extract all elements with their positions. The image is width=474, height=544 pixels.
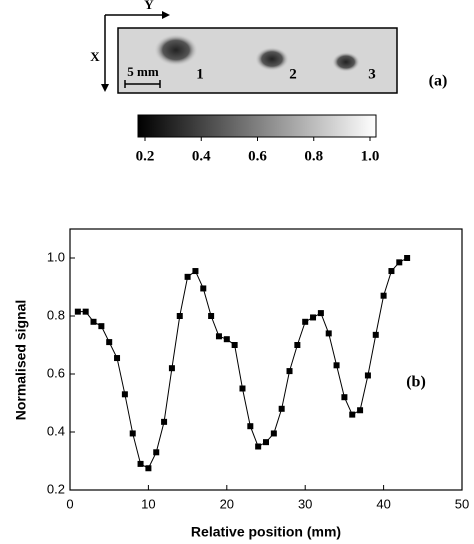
marker-label: 2: [289, 66, 297, 82]
y-tick-label: 1.0: [47, 249, 65, 264]
x-tick-label: 0: [66, 496, 73, 511]
x-tick-label: 50: [455, 496, 469, 511]
data-point: [317, 310, 324, 317]
marker-label: 1: [196, 66, 204, 82]
data-point: [121, 391, 128, 398]
colorbar-tick-label: 1.0: [361, 148, 380, 164]
x-tick-label: 10: [141, 496, 155, 511]
y-tick-label: 0.6: [47, 365, 65, 380]
x-label: X: [90, 49, 100, 64]
data-point: [372, 331, 379, 338]
data-point: [364, 372, 371, 379]
data-point: [176, 313, 183, 319]
data-point: [294, 342, 301, 348]
data-point: [200, 285, 207, 292]
data-point: [223, 336, 230, 343]
data-point: [270, 430, 277, 437]
data-point: [153, 449, 160, 456]
data-point: [98, 323, 105, 330]
data-point: [184, 273, 191, 280]
colorbar-tick-label: 0.4: [192, 148, 211, 164]
data-point: [106, 339, 113, 346]
data-point: [278, 405, 285, 412]
data-point: [263, 439, 269, 446]
data-point: [239, 385, 246, 392]
data-point: [255, 443, 262, 450]
colorbar-tick-label: 0.6: [248, 148, 267, 164]
scale-label: 5 mm: [127, 64, 159, 79]
colorbar-tick-label: 0.2: [136, 148, 155, 164]
colorbar: [137, 114, 377, 138]
plot-frame: [69, 228, 463, 491]
data-point: [388, 268, 395, 275]
y-label: Y: [144, 0, 154, 12]
blob: [332, 52, 360, 72]
data-point: [247, 423, 254, 430]
data-point: [396, 259, 403, 266]
data-point: [404, 255, 411, 261]
data-point: [310, 314, 317, 321]
data-point: [380, 292, 387, 299]
arrowhead: [101, 84, 109, 92]
data-point: [349, 411, 356, 418]
plot-b: Relative position (mm) Normalised signal…: [13, 228, 463, 540]
data-line: [77, 257, 408, 469]
data-point: [231, 342, 238, 348]
marker-label: 3: [368, 66, 376, 82]
y-axis-title: Normalised signal: [13, 300, 29, 421]
colorbar-tick-label: 0.8: [304, 148, 323, 164]
y-tick-label: 0.2: [47, 481, 65, 496]
data-point: [286, 368, 293, 375]
data-point: [208, 313, 215, 319]
data-point: [341, 394, 348, 401]
data-point: [302, 318, 309, 325]
y-tick-label: 0.4: [47, 423, 65, 438]
x-axis-title: Relative position (mm): [191, 524, 341, 540]
data-point: [215, 333, 222, 340]
y-tick-label: 0.8: [47, 307, 65, 322]
data-point: [114, 355, 121, 362]
data-point: [192, 268, 199, 275]
x-tick-label: 30: [298, 496, 312, 511]
data-point: [90, 318, 97, 325]
data-point: [161, 418, 168, 425]
data-point: [137, 460, 144, 467]
blob: [154, 34, 198, 66]
data-point: [129, 430, 136, 437]
data-point: [74, 308, 81, 315]
panel-label: (a): [429, 73, 448, 90]
panel-label: (b): [406, 374, 426, 391]
data-point: [357, 407, 364, 414]
data-point: [325, 330, 332, 337]
x-tick-label: 20: [220, 496, 234, 511]
x-tick-label: 40: [376, 496, 390, 511]
arrowhead: [162, 11, 170, 19]
data-point: [333, 362, 340, 369]
data-point: [168, 365, 175, 372]
blob: [255, 47, 289, 71]
data-point: [82, 308, 89, 315]
data-point: [145, 465, 152, 472]
